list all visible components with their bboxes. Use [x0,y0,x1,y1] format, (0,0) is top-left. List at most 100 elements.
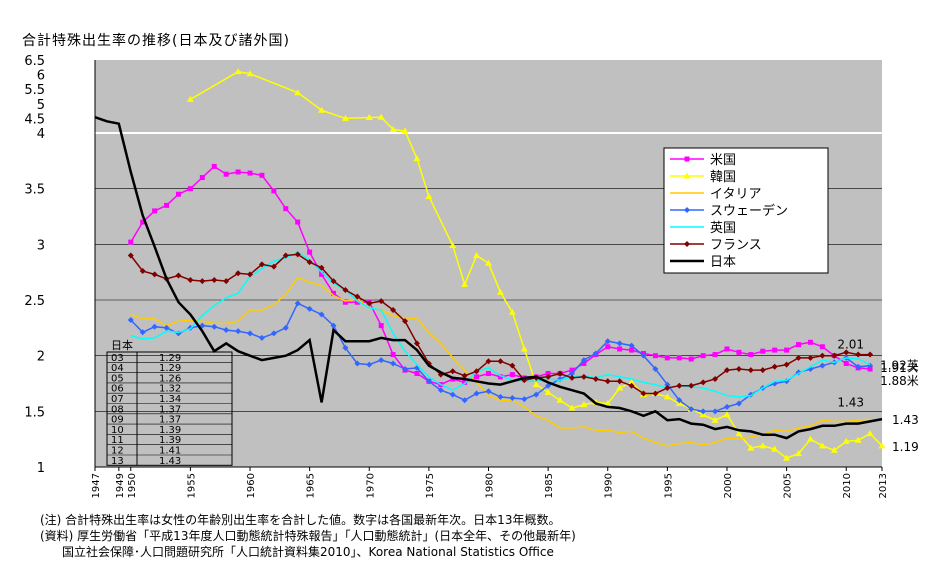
series-日本 [94,116,883,440]
data-point [259,172,265,178]
data-point [830,446,838,453]
data-point [330,290,336,296]
inset-table-year: 11 [111,435,124,446]
data-point [235,328,242,335]
data-point [568,370,575,377]
x-tick-label: 2005 [783,473,794,498]
data-point [712,408,719,415]
data-point [223,171,229,177]
data-point [759,442,767,449]
data-point [712,352,718,358]
data-point [247,271,254,278]
data-point [258,261,265,268]
inset-table-value: 1.37 [159,404,181,415]
legend-label: 米国 [710,153,736,168]
data-point [724,346,730,352]
data-point [127,317,134,324]
inset-table-header: 日本 [111,338,133,352]
legend-label: 英国 [710,221,736,236]
data-point [819,362,826,369]
data-point [664,384,671,391]
data-point [771,445,779,452]
data-point [473,390,480,397]
data-point [545,373,552,380]
data-point [684,207,690,213]
y-tick-label: 6.5 [24,54,45,69]
data-point [640,390,647,397]
x-tick-label: 1965 [306,473,317,498]
data-point [854,436,862,443]
data-point [604,378,611,385]
data-point [377,113,385,120]
data-point [140,219,146,225]
axes: 1 1.5 2 2.5 3 3.5 44.555.566.5 1947 1949 1950 1955… [24,54,889,498]
data-point [806,435,814,442]
data-point [282,324,289,331]
data-point [449,241,457,248]
x-tick-label: 1949 [115,473,126,498]
data-point [211,276,218,283]
data-point [676,382,683,389]
grid-lines [95,188,882,412]
data-point [449,368,456,375]
annotation-label: 1.88米 [880,374,919,388]
data-point [247,170,253,176]
data-point [521,396,528,403]
data-point [402,318,409,325]
data-point [497,358,504,365]
x-tick-label: 1990 [604,473,615,498]
data-point [735,430,743,437]
x-tick-label: 1960 [246,473,257,498]
data-point [855,363,862,370]
data-point [306,305,313,312]
annotation-label: 1.91ス [880,361,919,375]
data-point [462,379,468,385]
data-point [628,378,636,385]
inset-table-value: 1.29 [159,363,181,374]
data-point [390,352,396,358]
data-point [580,401,588,408]
legend-label: スウェーデン [710,203,788,219]
inset-table-value: 1.37 [159,415,181,426]
data-point [676,397,683,404]
data-point [378,323,384,329]
data-point [783,361,790,368]
y-tick-label: 1 [37,461,45,476]
data-point [772,347,778,353]
series-英国 [130,251,871,398]
data-point [652,390,659,397]
annotation-label: 2.01 [837,338,864,352]
data-point [509,372,515,378]
data-point [473,368,480,375]
data-point [842,437,850,444]
data-point [390,307,397,314]
data-point [747,444,755,451]
data-point [807,339,813,345]
data-point [617,346,623,352]
inset-table-border [106,351,233,466]
y-tick-label: 1.5 [24,405,45,420]
data-point [711,416,719,423]
data-point [413,340,420,347]
inset-table-value: 1.26 [159,373,181,384]
data-point [319,271,325,277]
data-point [568,404,576,411]
data-point [557,370,564,377]
data-point [414,370,420,376]
inset-table-year: 08 [111,404,124,415]
data-point [390,360,397,367]
x-tick-label: 2000 [723,473,734,498]
data-point [366,361,373,368]
data-point [580,373,587,380]
data-point [683,172,691,179]
data-point [223,278,230,285]
data-point [663,393,671,400]
legend-label: フランス [710,238,762,253]
y-tick-label: 4 [37,127,45,142]
data-point [199,278,206,285]
data-point [294,89,302,96]
data-point [223,327,230,334]
data-point [318,106,326,113]
